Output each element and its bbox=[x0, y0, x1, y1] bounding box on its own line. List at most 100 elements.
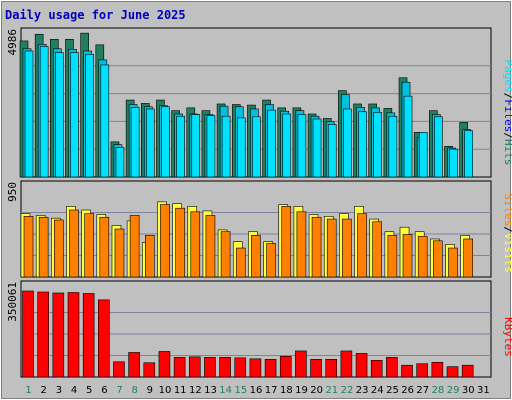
bar-kbytes-day-13 bbox=[204, 357, 216, 378]
x-tick-label-day-15: 15 bbox=[234, 385, 247, 396]
bar-sites-day-30 bbox=[463, 238, 473, 278]
x-tick-label-day-11: 11 bbox=[174, 385, 187, 396]
bar-pages-day-12 bbox=[191, 114, 201, 178]
bar-kbytes-day-1 bbox=[22, 290, 34, 378]
x-tick-label-day-18: 18 bbox=[280, 385, 293, 396]
bar-pages-day-23 bbox=[358, 111, 367, 178]
bar-pages-day-5 bbox=[85, 54, 94, 178]
x-tick-label-day-31: 31 bbox=[477, 385, 490, 396]
bar-sites-day-14 bbox=[220, 231, 231, 278]
bar-pages-day-10 bbox=[161, 106, 170, 178]
bar-kbytes-day-9 bbox=[143, 362, 156, 378]
x-tick-label-day-26: 26 bbox=[401, 385, 414, 396]
bar-sites-day-6 bbox=[99, 216, 110, 278]
bar-sites-day-7 bbox=[114, 228, 125, 278]
bar-sites-day-20 bbox=[311, 216, 322, 278]
x-tick-label-day-2: 2 bbox=[41, 385, 47, 396]
bar-pages-day-6 bbox=[100, 64, 110, 178]
legend-label-kbytes: KBytes bbox=[502, 317, 512, 357]
x-tick-label-day-28: 28 bbox=[432, 385, 445, 396]
bar-kbytes-day-4 bbox=[67, 292, 80, 378]
bar-sites-day-4 bbox=[69, 209, 79, 278]
bar-kbytes-day-8 bbox=[128, 352, 140, 378]
bar-sites-day-8 bbox=[129, 215, 140, 278]
bar-kbytes-day-3 bbox=[52, 292, 65, 378]
bar-pages-day-9 bbox=[145, 108, 155, 178]
bar-pages-day-24 bbox=[373, 112, 383, 178]
bar-kbytes-day-27 bbox=[416, 363, 428, 378]
x-tick-label-day-29: 29 bbox=[447, 385, 460, 396]
x-tick-label-day-19: 19 bbox=[295, 385, 308, 396]
bar-kbytes-day-7 bbox=[113, 361, 125, 378]
x-tick-label-day-3: 3 bbox=[56, 385, 62, 396]
bar-kbytes-day-10 bbox=[158, 351, 171, 378]
bar-pages-day-2 bbox=[39, 46, 49, 178]
bar-pages-day-18 bbox=[282, 113, 292, 178]
chart-title: Daily usage for June 2025 bbox=[5, 8, 186, 22]
bar-pages-day-11 bbox=[176, 115, 185, 178]
bar-sites-day-1 bbox=[23, 216, 34, 278]
legend-label-pages-files-hits: Pages/Files/Hits bbox=[502, 60, 512, 166]
x-tick-label-day-27: 27 bbox=[416, 385, 429, 396]
bar-pages-day-14 bbox=[221, 115, 231, 178]
bar-pages-day-15 bbox=[236, 117, 246, 178]
x-tick-label-day-21: 21 bbox=[325, 385, 338, 396]
bar-sites-day-18 bbox=[281, 206, 292, 278]
bar-sites-day-16 bbox=[251, 235, 261, 278]
y-max-label-1: 4986 bbox=[6, 29, 19, 56]
x-tick-label-day-9: 9 bbox=[147, 385, 153, 396]
bar-sites-day-28 bbox=[433, 240, 443, 278]
bar-kbytes-day-30 bbox=[461, 364, 474, 378]
bar-sites-day-27 bbox=[417, 235, 428, 278]
x-tick-label-day-7: 7 bbox=[116, 385, 122, 396]
bar-kbytes-day-17 bbox=[264, 359, 277, 378]
bar-kbytes-day-6 bbox=[98, 299, 110, 378]
bar-pages-day-8 bbox=[130, 107, 140, 178]
bar-sites-day-9 bbox=[144, 235, 155, 278]
bar-pages-day-17 bbox=[267, 109, 276, 178]
bar-pages-day-13 bbox=[206, 115, 216, 178]
y-max-label-3: 350061 bbox=[6, 282, 19, 322]
bar-kbytes-day-19 bbox=[295, 350, 307, 378]
bar-pages-day-29 bbox=[449, 148, 458, 178]
y-max-label-2: 950 bbox=[6, 182, 19, 202]
legend-part-visits-sites-0: Sites bbox=[502, 193, 512, 226]
x-tick-label-day-6: 6 bbox=[101, 385, 107, 396]
x-tick-label-day-13: 13 bbox=[204, 385, 217, 396]
bar-kbytes-day-5 bbox=[82, 293, 95, 378]
x-tick-label-day-25: 25 bbox=[386, 385, 399, 396]
bar-kbytes-day-18 bbox=[279, 356, 292, 378]
bar-pages-day-26 bbox=[403, 95, 413, 178]
x-tick-label-day-17: 17 bbox=[265, 385, 278, 396]
bar-sites-day-21 bbox=[326, 218, 337, 278]
bar-kbytes-day-22 bbox=[340, 350, 353, 378]
legend-part-pages-files-hits-0: Pages bbox=[502, 60, 512, 93]
bar-pages-day-7 bbox=[115, 147, 125, 178]
x-tick-label-day-8: 8 bbox=[132, 385, 138, 396]
bar-kbytes-day-23 bbox=[355, 353, 368, 378]
bar-pages-day-19 bbox=[297, 114, 307, 178]
bar-pages-day-28 bbox=[434, 116, 443, 178]
bar-kbytes-day-29 bbox=[446, 366, 459, 378]
x-tick-label-day-10: 10 bbox=[159, 385, 172, 396]
bar-pages-day-3 bbox=[55, 52, 64, 178]
x-tick-label-day-24: 24 bbox=[371, 385, 384, 396]
bar-sites-day-24 bbox=[372, 221, 383, 278]
bar-pages-day-16 bbox=[252, 116, 261, 178]
bar-pages-day-21 bbox=[327, 124, 337, 178]
bar-sites-day-12 bbox=[190, 211, 201, 278]
x-tick-label-day-30: 30 bbox=[462, 385, 475, 396]
bar-kbytes-day-11 bbox=[173, 357, 186, 378]
bar-kbytes-day-15 bbox=[234, 357, 247, 378]
bar-kbytes-day-28 bbox=[431, 361, 444, 378]
x-tick-label-day-1: 1 bbox=[25, 385, 31, 396]
bar-sites-day-17 bbox=[266, 243, 276, 278]
bar-sites-day-15 bbox=[235, 247, 246, 278]
bar-sites-day-11 bbox=[175, 207, 185, 278]
bar-kbytes-day-25 bbox=[386, 357, 398, 378]
legend-part-pages-files-hits-2: Files bbox=[502, 99, 512, 132]
bar-sites-day-10 bbox=[160, 204, 170, 278]
bar-sites-day-25 bbox=[387, 235, 398, 278]
